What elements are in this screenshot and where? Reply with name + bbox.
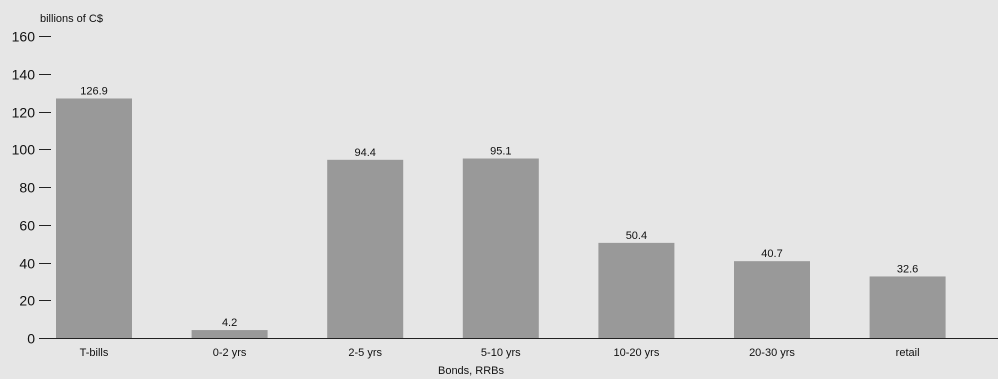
y-tick-label: 100 (12, 142, 36, 158)
bar (598, 242, 675, 338)
bar (734, 261, 810, 338)
y-tick-label: 120 (12, 105, 36, 121)
bar (191, 330, 268, 338)
bar-value-label: 95.1 (490, 145, 511, 157)
x-axis: T-bills 0-2 yrs 2-5 yrs 5-10 yrs 10-20 yrs 20… (80, 347, 920, 359)
bars (56, 98, 946, 338)
y-tick-label: 20 (19, 293, 35, 309)
y-tick-label: 40 (19, 256, 35, 272)
bar-value-label: 4.2 (222, 317, 237, 329)
bar-value-label: 40.7 (761, 248, 782, 260)
bar (327, 159, 404, 338)
x-tick-label: T-bills (80, 347, 109, 359)
x-axis-title: Bonds, RRBs (438, 365, 505, 377)
y-tick-label: 60 (19, 218, 35, 234)
data-labels: 126.9 4.2 94.4 95.1 50.4 40.7 32.6 (80, 85, 918, 329)
x-tick-label: retail (896, 347, 920, 359)
x-tick-label: 0-2 yrs (213, 347, 247, 359)
y-tick-label: 160 (12, 29, 36, 45)
bar-value-label: 126.9 (80, 85, 108, 97)
bar (56, 98, 132, 338)
y-axis: 0 20 40 60 80 100 120 140 160 (12, 29, 51, 347)
x-tick-label: 5-10 yrs (481, 347, 521, 359)
bar-value-label: 50.4 (626, 230, 647, 242)
x-tick-label: 10-20 yrs (613, 347, 659, 359)
y-axis-title: billions of C$ (40, 13, 103, 25)
y-tick-label: 0 (27, 331, 35, 347)
bar-value-label: 94.4 (354, 147, 375, 159)
y-tick-label: 140 (12, 67, 36, 83)
bar (462, 158, 539, 338)
bar-value-label: 32.6 (897, 263, 918, 275)
x-tick-label: 2-5 yrs (348, 347, 382, 359)
bar (869, 276, 946, 338)
y-tick-label: 80 (19, 180, 35, 196)
x-tick-label: 20-30 yrs (749, 347, 795, 359)
